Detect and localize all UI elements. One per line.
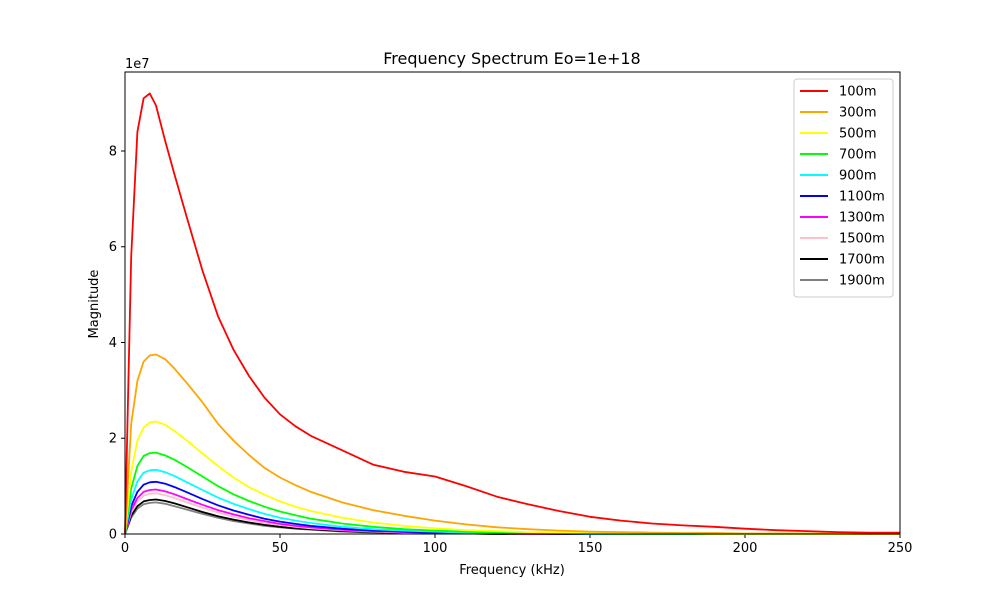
chart-title: Frequency Spectrum Eo=1e+18 <box>383 49 640 68</box>
legend-entry-label: 900m <box>839 169 876 184</box>
y-tick-label: 4 <box>109 336 117 351</box>
x-axis-label: Frequency (kHz) <box>459 563 565 578</box>
legend-entry-label: 1500m <box>839 232 885 247</box>
y-offset-label: 1e7 <box>125 57 150 72</box>
x-tick-label: 250 <box>888 541 913 556</box>
legend-entry-label: 700m <box>839 148 876 163</box>
plot-area-frame <box>124 71 901 535</box>
y-tick-label: 2 <box>109 432 117 447</box>
legend-entry-label: 500m <box>839 127 876 142</box>
legend-entry-label: 1700m <box>839 253 885 268</box>
series-line-100m <box>124 92 900 535</box>
legend-entry-label: 1100m <box>839 190 885 205</box>
y-tick-label: 8 <box>109 144 117 159</box>
x-tick-label: 200 <box>733 541 758 556</box>
axis-ticks: 0 50 100 150 200 250 0 2 4 6 8 <box>109 144 913 556</box>
series-line-300m <box>124 353 900 535</box>
legend-entry-label: 1900m <box>839 274 885 289</box>
legend: 100m 300m 500m 700m 900m 1100m 1300m 1500m 1700m… <box>793 78 894 298</box>
legend-entry-label: 1300m <box>839 211 885 226</box>
y-axis-label: Magnitude <box>87 270 102 339</box>
x-tick-label: 150 <box>578 541 603 556</box>
y-tick-label: 0 <box>109 528 117 543</box>
x-tick-label: 100 <box>423 541 448 556</box>
x-tick-label: 0 <box>121 541 129 556</box>
x-tick-label: 50 <box>272 541 289 556</box>
legend-entry-label: 100m <box>839 85 876 100</box>
y-tick-label: 6 <box>109 240 117 255</box>
legend-entry-label: 300m <box>839 106 876 121</box>
